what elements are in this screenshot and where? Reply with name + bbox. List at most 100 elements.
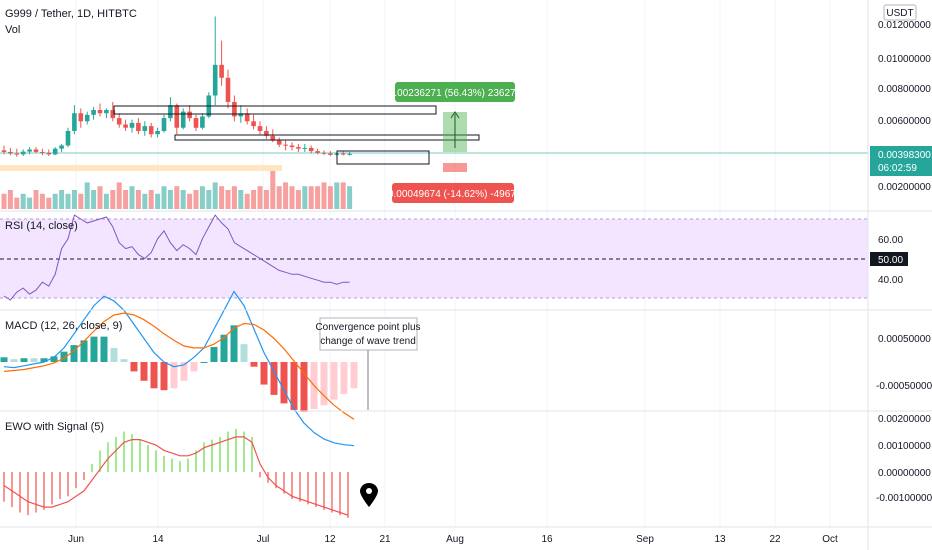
drawn-rectangle[interactable] [113, 105, 437, 115]
macd-histogram-bar [210, 346, 218, 362]
rsi-midline-badge [870, 252, 908, 266]
volume-bar [161, 186, 167, 209]
volume-bar [340, 182, 346, 209]
candle-body [123, 124, 128, 128]
volume-bar [212, 182, 218, 209]
price-axis[interactable]: USDT 0.01200000 0.01000000 0.00800000 0.… [870, 4, 932, 504]
volume-bar [295, 190, 301, 209]
candle-body [33, 149, 39, 152]
macd-pane[interactable]: Convergence point plus change of wave tr… [0, 290, 421, 447]
candle-body [27, 149, 32, 152]
price-tick: 0.00200000 [878, 182, 931, 193]
candle-body [270, 135, 276, 141]
volume-bar [78, 193, 84, 209]
candle-body [40, 151, 45, 153]
macd-histogram-bar [230, 325, 238, 362]
volume-bar [315, 186, 321, 209]
ewo-title: EWO with Signal (5) [5, 421, 104, 433]
volume-bar [225, 190, 231, 209]
volume-bar [103, 193, 109, 209]
volume-bar [123, 190, 129, 209]
rsi-pane[interactable]: RSI (14, close) [0, 214, 868, 301]
volume-bar [199, 186, 205, 209]
macd-histogram-bar [220, 334, 228, 362]
short-loss-zone[interactable] [443, 163, 467, 172]
macd-histogram-bar [30, 358, 38, 362]
volume-bar [46, 197, 52, 209]
volume-bar [251, 190, 257, 209]
volume-bar [174, 186, 180, 209]
candle-body [283, 144, 288, 146]
volume-bar [302, 186, 308, 209]
ewo-tick: 0.00200000 [878, 414, 931, 425]
time-label: 21 [379, 534, 391, 545]
candle-body [59, 145, 64, 149]
candle-body [308, 147, 314, 152]
candle-body [296, 147, 301, 149]
drawn-rectangle[interactable] [174, 134, 480, 141]
volume-bar [263, 190, 269, 209]
volume-bar [155, 193, 161, 209]
candle-body [180, 111, 186, 128]
macd-histogram-bar [50, 356, 58, 362]
macd-histogram-bar [120, 359, 128, 362]
macd-histogram-bar [10, 359, 18, 362]
macd-title: MACD (12, 26, close, 9) [5, 320, 122, 332]
macd-histogram-bar [90, 336, 98, 362]
time-label: 16 [541, 534, 553, 545]
time-axis[interactable]: Jun 14 Jul 12 21 Aug 16 Sep 13 22 Oct [68, 534, 838, 545]
map-pin-icon[interactable] [360, 483, 378, 507]
callout-box[interactable] [319, 317, 418, 351]
candle-body [225, 77, 231, 102]
candle-body [65, 130, 71, 146]
macd-histogram-bar [300, 362, 308, 412]
volume-bar [283, 182, 289, 209]
short-badge [392, 183, 514, 203]
candle-body [238, 113, 244, 117]
price-pane[interactable]: 0.00236271 (56.43%) 236271 -0.00049674 (… [0, 8, 868, 209]
volume-bar [270, 171, 276, 209]
candle-body [78, 113, 84, 122]
volume-bar [110, 190, 116, 209]
macd-histogram-bar [60, 351, 68, 362]
volume-label: Vol [5, 24, 20, 36]
macd-histogram-bar [350, 362, 358, 389]
volume-bar [129, 186, 135, 209]
candle-body [46, 152, 52, 155]
candle-body [315, 151, 320, 153]
volume-bar [231, 186, 237, 209]
volume-bar [238, 190, 244, 209]
volume-bar [1, 193, 7, 209]
macd-histogram-bar [200, 362, 208, 363]
volume-bar [39, 193, 45, 209]
current-price-value: 0.00398300 [878, 150, 931, 161]
candle-body [193, 118, 199, 128]
ewo-signal-line [3, 436, 349, 516]
currency-badge[interactable] [883, 4, 917, 21]
macd-histogram-bar [190, 362, 198, 372]
volume-bar [219, 186, 225, 209]
macd-histogram-bar [160, 362, 168, 391]
candle-body [155, 130, 160, 135]
candle-body [91, 110, 96, 115]
price-tick: 0.01200000 [878, 20, 931, 31]
price-tick: 0.00800000 [878, 84, 931, 95]
candle-body [97, 110, 103, 114]
macd-histogram-bar [330, 362, 338, 400]
ewo-tick: 0.00100000 [878, 441, 931, 452]
price-tick: 0.01000000 [878, 54, 931, 65]
volume-bar [91, 190, 97, 209]
candle-body [328, 153, 333, 155]
time-label: Aug [446, 534, 464, 545]
candles [1, 16, 352, 157]
long-badge-label: 0.00236271 (56.43%) 236271 [389, 88, 522, 99]
candle-body [251, 121, 256, 127]
time-label: 14 [152, 534, 164, 545]
drawn-rectangle[interactable] [336, 150, 430, 165]
candle-body [347, 153, 352, 155]
macd-histogram-bar [110, 347, 118, 362]
ewo-pane[interactable]: EWO with Signal (5) [3, 421, 378, 518]
rsi-tick: 40.00 [878, 275, 903, 286]
